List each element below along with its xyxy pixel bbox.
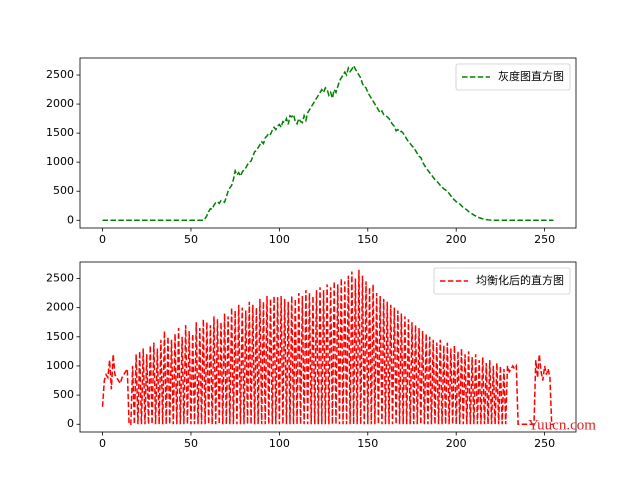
- y-tick-label: 0: [67, 417, 74, 430]
- x-tick-label: 50: [184, 437, 198, 450]
- y-tick-label: 500: [53, 184, 74, 197]
- x-tick-label: 150: [357, 437, 378, 450]
- y-tick-label: 1500: [46, 330, 74, 343]
- x-tick-label: 250: [534, 233, 555, 246]
- watermark: Yuucn.com: [528, 417, 596, 433]
- plot-area: [101, 269, 554, 425]
- y-tick-label: 1500: [46, 126, 74, 139]
- legend-label: 均衡化后的直方图: [476, 273, 564, 287]
- y-tick-label: 2000: [46, 97, 74, 110]
- y-tick-label: 500: [53, 388, 74, 401]
- y-tick-label: 2500: [46, 68, 74, 81]
- y-tick-label: 1000: [46, 359, 74, 372]
- y-tick-label: 1000: [46, 155, 74, 168]
- data-line: [101, 269, 554, 425]
- x-tick-label: 250: [534, 437, 555, 450]
- legend-box: [433, 267, 571, 295]
- plot-area: [102, 64, 554, 222]
- data-line: [102, 64, 554, 222]
- axes-frame: [79, 57, 577, 229]
- x-tick-label: 100: [269, 233, 290, 246]
- legend-box: [455, 63, 571, 91]
- x-tick-label: 200: [446, 437, 467, 450]
- x-tick-label: 100: [269, 437, 290, 450]
- x-tick-label: 0: [99, 233, 106, 246]
- x-tick-label: 150: [357, 233, 378, 246]
- legend-label: 灰度图直方图: [498, 69, 564, 83]
- x-tick-label: 200: [446, 233, 467, 246]
- x-tick-label: 0: [99, 437, 106, 450]
- y-tick-label: 2000: [46, 301, 74, 314]
- y-tick-label: 2500: [46, 271, 74, 284]
- x-tick-label: 50: [184, 233, 198, 246]
- axes-frame: [79, 261, 577, 433]
- y-tick-label: 0: [67, 213, 74, 226]
